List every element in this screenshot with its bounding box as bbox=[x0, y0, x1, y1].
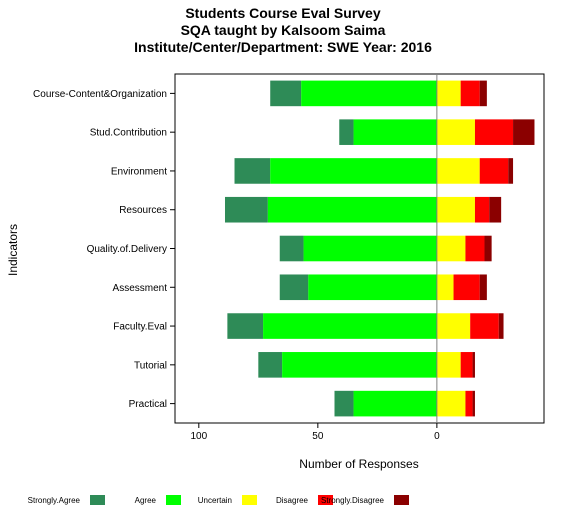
bar-practical-strongly-agree bbox=[334, 390, 354, 417]
bar-faculty-eval-agree bbox=[263, 313, 437, 339]
y-tick-label-assessment: Assessment bbox=[113, 283, 168, 294]
bar-stud-contribution-agree bbox=[353, 119, 437, 145]
bar-environment-uncertain bbox=[436, 158, 480, 184]
bar-course-content-organization-strongly-disagree bbox=[479, 80, 487, 107]
legend-label-disagree: Disagree bbox=[276, 496, 309, 505]
x-axis: 100 50 0 bbox=[190, 423, 440, 442]
bar-course-content-organization-agree bbox=[301, 80, 437, 107]
bar-resources-disagree bbox=[474, 196, 490, 223]
legend: Strongly.Agree Agree Uncertain Disagree Stro… bbox=[28, 495, 409, 505]
bar-assessment-disagree bbox=[453, 274, 480, 301]
bar-environment-disagree bbox=[479, 158, 509, 184]
y-tick-label-environment: Environment bbox=[111, 166, 167, 177]
title-line-3: Institute/Center/Department: SWE Year: 2… bbox=[134, 39, 432, 55]
y-tick-label-tutorial: Tutorial bbox=[134, 360, 167, 371]
y-tick-labels: Course-Content&Organization Stud.Contribu… bbox=[33, 89, 175, 410]
bar-resources-uncertain bbox=[436, 196, 475, 223]
chart-title: Students Course Eval Survey SQA taught b… bbox=[134, 5, 432, 55]
x-axis-label: Number of Responses bbox=[299, 457, 418, 471]
bar-quality-of-delivery-agree bbox=[303, 235, 437, 262]
bar-tutorial-disagree bbox=[460, 352, 473, 378]
y-tick-label-course-content-organization: Course-Content&Organization bbox=[33, 89, 167, 100]
bar-resources-agree bbox=[267, 196, 437, 223]
bar-practical-agree bbox=[353, 390, 437, 417]
bar-environment-strongly-disagree bbox=[508, 158, 514, 184]
bar-environment-agree bbox=[270, 158, 437, 184]
y-axis-label: Indicators bbox=[6, 224, 20, 276]
bar-stud-contribution-strongly-disagree bbox=[513, 119, 535, 145]
bar-practical-strongly-disagree bbox=[472, 390, 475, 417]
bar-tutorial-strongly-agree bbox=[258, 352, 283, 378]
y-tick-label-stud-contribution: Stud.Contribution bbox=[90, 128, 167, 139]
bar-resources-strongly-disagree bbox=[489, 196, 502, 223]
bar-course-content-organization-disagree bbox=[460, 80, 480, 107]
bar-tutorial-uncertain bbox=[436, 352, 461, 378]
bar-assessment-strongly-disagree bbox=[479, 274, 487, 301]
bar-quality-of-delivery-strongly-disagree bbox=[484, 235, 492, 262]
legend-swatch-disagree bbox=[318, 495, 333, 505]
bar-faculty-eval-disagree bbox=[470, 313, 499, 339]
title-line-2: SQA taught by Kalsoom Saima bbox=[181, 22, 386, 38]
bar-stud-contribution-uncertain bbox=[436, 119, 475, 145]
bar-faculty-eval-strongly-disagree bbox=[498, 313, 504, 339]
y-tick-label-practical: Practical bbox=[129, 399, 167, 410]
legend-swatch-agree bbox=[166, 495, 181, 505]
bar-practical-disagree bbox=[465, 390, 473, 417]
bar-stud-contribution-disagree bbox=[474, 119, 514, 145]
bar-assessment-agree bbox=[308, 274, 437, 301]
legend-label-strongly-disagree: Strongly.Disagree bbox=[321, 496, 385, 505]
bar-practical-uncertain bbox=[436, 390, 466, 417]
bar-tutorial-strongly-disagree bbox=[472, 352, 475, 378]
bar-quality-of-delivery-disagree bbox=[465, 235, 485, 262]
legend-label-agree: Agree bbox=[135, 496, 157, 505]
x-tick-label-0: 0 bbox=[434, 431, 440, 442]
legend-swatch-uncertain bbox=[242, 495, 257, 505]
bar-faculty-eval-uncertain bbox=[436, 313, 471, 339]
bars-layer bbox=[224, 80, 535, 417]
bar-course-content-organization-strongly-agree bbox=[270, 80, 302, 107]
x-tick-label-50: 50 bbox=[312, 431, 324, 442]
bar-quality-of-delivery-uncertain bbox=[436, 235, 466, 262]
bar-faculty-eval-strongly-agree bbox=[227, 313, 264, 339]
bar-environment-strongly-agree bbox=[234, 158, 271, 184]
legend-label-strongly-agree: Strongly.Agree bbox=[28, 496, 81, 505]
bar-assessment-strongly-agree bbox=[279, 274, 309, 301]
legend-label-uncertain: Uncertain bbox=[198, 496, 232, 505]
bar-course-content-organization-uncertain bbox=[436, 80, 461, 107]
bar-quality-of-delivery-strongly-agree bbox=[279, 235, 304, 262]
bar-assessment-uncertain bbox=[436, 274, 454, 301]
y-tick-label-quality-of-delivery: Quality.of.Delivery bbox=[87, 244, 167, 255]
title-line-1: Students Course Eval Survey bbox=[185, 5, 381, 21]
bar-tutorial-agree bbox=[282, 352, 437, 378]
bar-resources-strongly-agree bbox=[224, 196, 268, 223]
legend-swatch-strongly-agree bbox=[90, 495, 105, 505]
x-tick-label-100: 100 bbox=[190, 431, 207, 442]
legend-swatch-strongly-disagree bbox=[394, 495, 409, 505]
y-tick-label-faculty-eval: Faculty.Eval bbox=[113, 322, 167, 333]
y-tick-label-resources: Resources bbox=[119, 205, 167, 216]
bar-stud-contribution-strongly-agree bbox=[339, 119, 354, 145]
